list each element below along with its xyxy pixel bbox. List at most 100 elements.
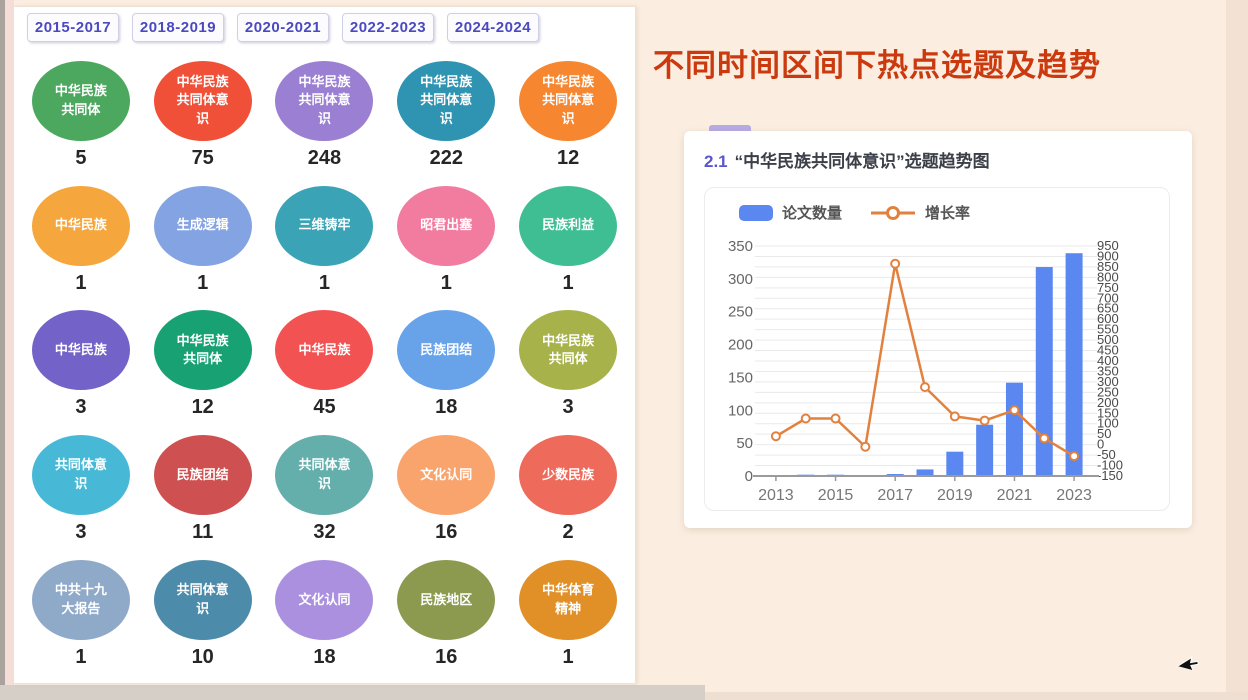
right-axis-tick: 350 <box>1097 363 1119 378</box>
right-axis-tick: -150 <box>1097 468 1123 483</box>
topic-bubble[interactable]: 中华民族共同体 <box>31 60 130 141</box>
topic-bubble[interactable]: 文化认同 <box>275 560 374 641</box>
topic-bubble[interactable]: 中共十九大报告 <box>31 560 130 641</box>
topic-count: 1 <box>318 271 331 294</box>
topic-cell: 中华民族共同体意识 248 <box>264 53 386 178</box>
line-point-2020[interactable] <box>979 415 990 426</box>
topic-bubble[interactable]: 中华体育精神 <box>519 560 618 641</box>
right-axis-tick: 800 <box>1097 269 1119 284</box>
right-axis-tick: 950 <box>1097 238 1119 253</box>
left-axis-tick: 0 <box>745 468 753 485</box>
legend-label: 论文数量 <box>782 205 843 222</box>
topic-bubble[interactable]: 共同体意识 <box>31 435 130 516</box>
topic-bubble[interactable]: 生成逻辑 <box>153 185 252 266</box>
topic-count: 248 <box>307 146 342 169</box>
bar-2020[interactable] <box>976 424 994 476</box>
bar-2022[interactable] <box>1035 267 1053 476</box>
period-tab-2018-2019[interactable]: 2018-2019 <box>132 13 224 42</box>
topic-count: 5 <box>75 146 87 169</box>
line-point-2014[interactable] <box>800 413 811 424</box>
topic-bubble[interactable]: 昭君出塞 <box>397 185 496 266</box>
topic-bubble[interactable]: 中华民族共同体意识 <box>397 60 496 141</box>
topic-bubble[interactable]: 民族地区 <box>397 560 496 641</box>
right-axis-tick: 300 <box>1097 374 1119 389</box>
section-number: 2.1 <box>704 152 728 171</box>
topic-count: 75 <box>191 146 214 169</box>
right-axis-tick: 400 <box>1097 353 1119 368</box>
topic-bubble-label: 中华民族共同体意识 <box>176 73 229 127</box>
topic-cell: 中华体育精神 1 <box>507 552 629 677</box>
x-axis-label: 2019 <box>937 487 973 504</box>
topic-panel: 2015-2017 2018-2019 2020-2021 2022-2023 2024… <box>13 6 636 684</box>
trend-chart-card: 2.1 “中华民族共同体意识”选题趋势图 论文数量 增长率 350 300 250 200… <box>684 131 1192 528</box>
topic-bubble[interactable]: 民族团结 <box>397 310 496 391</box>
topic-bubble[interactable]: 中华民族共同体 <box>519 310 618 391</box>
topic-bubble[interactable]: 三维铸牢 <box>275 185 374 266</box>
topic-cell: 中华民族共同体 12 <box>142 303 264 428</box>
topic-bubble[interactable]: 少数民族 <box>519 435 618 516</box>
topic-bubble-label: 文化认同 <box>420 466 473 482</box>
right-axis-tick: 150 <box>1097 405 1119 420</box>
topic-bubble[interactable]: 民族团结 <box>153 435 252 516</box>
x-axis-label: 2017 <box>877 487 913 504</box>
topic-bubble[interactable]: 民族利益 <box>519 185 618 266</box>
topic-bubble[interactable]: 中华民族 <box>275 310 374 391</box>
x-axis-label: 2015 <box>818 487 854 504</box>
line-point-2018[interactable] <box>920 382 930 393</box>
bar-2018[interactable] <box>916 469 934 476</box>
topic-bubble[interactable]: 中华民族共同体意识 <box>519 60 618 141</box>
right-axis-tick: 750 <box>1097 280 1119 295</box>
trend-chart: 3503002502001501005009509008508007507006… <box>728 238 1123 504</box>
topic-count: 1 <box>75 646 87 669</box>
topic-bubble-label: 中华民族共同体意识 <box>420 73 473 127</box>
line-point-2015[interactable] <box>830 413 841 424</box>
topic-cell: 共同体意识 10 <box>142 552 264 677</box>
legend-item-paper-count[interactable]: 论文数量 <box>739 202 842 223</box>
topic-cell: 中华民族共同体 3 <box>507 303 629 428</box>
line-point-2021[interactable] <box>1009 405 1020 416</box>
topic-bubble[interactable]: 中华民族 <box>31 185 130 266</box>
window-edge <box>0 0 5 700</box>
bar-2023[interactable] <box>1065 253 1083 476</box>
topic-bubble[interactable]: 中华民族共同体意识 <box>153 60 252 141</box>
topic-count: 18 <box>313 646 336 669</box>
topic-bubble[interactable]: 中华民族共同体意识 <box>275 60 374 141</box>
line-point-2013[interactable] <box>770 431 781 442</box>
topic-bubble[interactable]: 文化认同 <box>397 435 496 516</box>
right-axis-tick: 50 <box>1097 426 1111 441</box>
topic-bubble-label: 中华民族共同体 <box>542 332 595 367</box>
left-axis-tick: 50 <box>736 435 753 452</box>
topic-bubble-label: 少数民族 <box>542 466 595 482</box>
legend-line-swatch <box>871 205 916 220</box>
topic-bubble-label: 共同体意识 <box>176 582 229 617</box>
topic-bubble[interactable]: 共同体意识 <box>153 560 252 641</box>
period-tab-2022-2023[interactable]: 2022-2023 <box>342 13 434 42</box>
x-axis-label: 2021 <box>997 487 1033 504</box>
line-point-2017[interactable] <box>890 258 901 269</box>
period-tab-2020-2021[interactable]: 2020-2021 <box>237 13 329 42</box>
topic-cell: 昭君出塞 1 <box>385 178 507 303</box>
topic-count: 3 <box>75 521 87 544</box>
chart-legend: 论文数量 增长率 <box>739 202 970 223</box>
left-axis-tick: 100 <box>728 402 753 419</box>
line-point-2023[interactable] <box>1069 451 1080 462</box>
right-axis-tick: 450 <box>1097 343 1119 358</box>
period-tab-2024-2024[interactable]: 2024-2024 <box>447 13 539 42</box>
topic-bubble[interactable]: 中华民族共同体 <box>153 310 252 391</box>
topic-cell: 中华民族 3 <box>20 303 142 428</box>
topic-bubble-label: 中华体育精神 <box>542 582 595 617</box>
topic-cell: 三维铸牢 1 <box>264 178 386 303</box>
period-tab-2015-2017[interactable]: 2015-2017 <box>27 13 119 42</box>
bar-2019[interactable] <box>946 451 964 476</box>
topic-cell: 中华民族共同体 5 <box>20 53 142 178</box>
x-axis-label: 2013 <box>758 487 794 504</box>
line-point-2019[interactable] <box>949 411 960 422</box>
topic-bubble[interactable]: 中华民族 <box>31 310 130 391</box>
line-point-2016[interactable] <box>860 441 871 452</box>
legend-item-growth-rate[interactable]: 增长率 <box>870 202 970 223</box>
bar-2021[interactable] <box>1005 382 1023 476</box>
line-point-2022[interactable] <box>1039 433 1050 444</box>
topic-bubble-grid: 中华民族共同体 5 中华民族共同体意识 75 中华民族共同体意识 248 中华民族共同体意识… <box>20 53 629 677</box>
topic-bubble[interactable]: 共同体意识 <box>275 435 374 516</box>
left-axis-tick: 200 <box>728 337 753 354</box>
